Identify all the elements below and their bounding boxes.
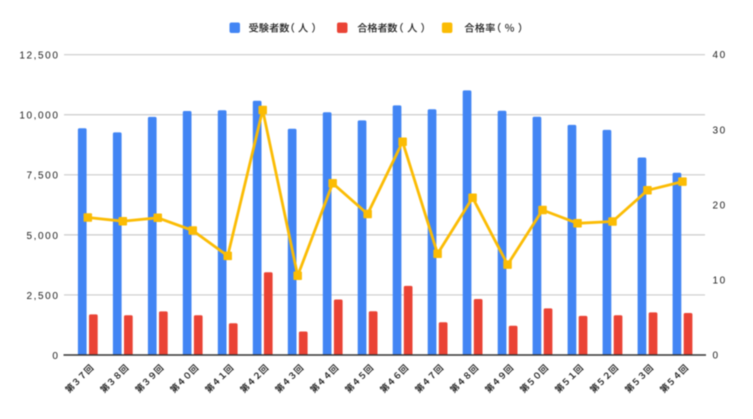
svg-text:2,500: 2,500 <box>26 291 59 302</box>
svg-text:20: 20 <box>713 200 727 211</box>
svg-text:0: 0 <box>52 351 59 362</box>
svg-text:5,000: 5,000 <box>26 231 59 242</box>
svg-text:40: 40 <box>713 50 727 61</box>
svg-text:0: 0 <box>713 351 720 362</box>
svg-text:10,000: 10,000 <box>19 111 59 122</box>
svg-text:10: 10 <box>713 275 727 286</box>
svg-text:12,500: 12,500 <box>19 51 59 62</box>
svg-text:7,500: 7,500 <box>26 171 59 182</box>
svg-text:30: 30 <box>713 125 727 136</box>
